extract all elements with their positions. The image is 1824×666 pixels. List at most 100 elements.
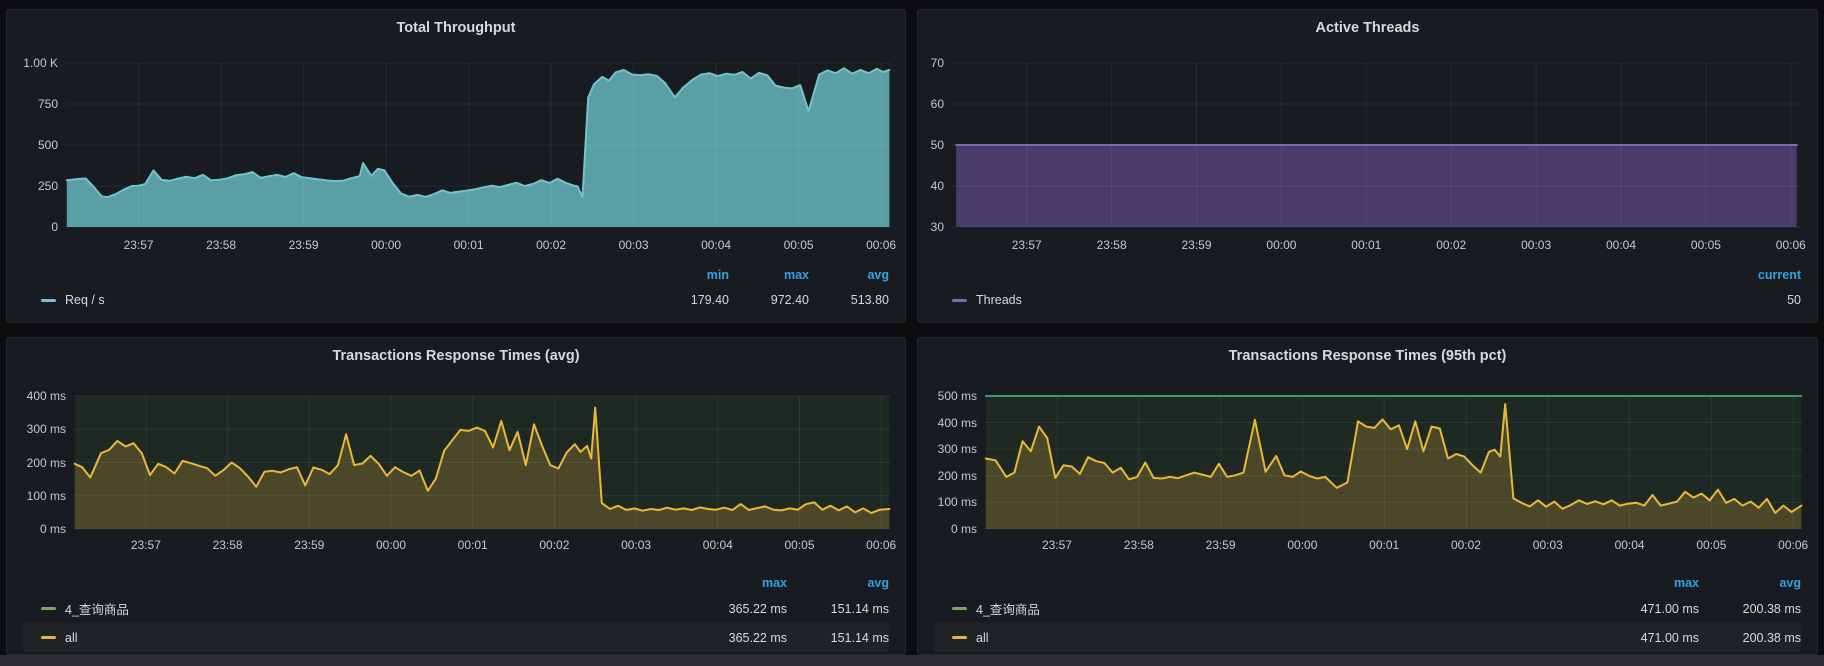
- y-axis-tick-label: 300 ms: [26, 422, 66, 437]
- plot-area[interactable]: [65, 62, 891, 228]
- legend-stat-column-current[interactable]: current: [1757, 268, 1801, 282]
- panel-title[interactable]: Active Threads: [1315, 20, 1420, 36]
- legend-series-label[interactable]: Threads: [976, 293, 1022, 307]
- y-axis-tick-label: 200 ms: [26, 455, 66, 470]
- x-axis-tick-label: 23:59: [294, 538, 325, 552]
- legend-stat-value: 151.14 ms: [830, 601, 889, 616]
- next-row-divider: [0, 655, 1824, 666]
- legend-stat-value: 200.38 ms: [1742, 601, 1801, 616]
- y-axis-tick-label: 70: [930, 56, 944, 70]
- y-axis-tick-label: 250: [37, 179, 58, 193]
- series-color-dash-icon[interactable]: [952, 607, 967, 610]
- series-color-dash-icon[interactable]: [41, 298, 56, 302]
- legend-stat-column-avg[interactable]: avg: [867, 268, 889, 282]
- legend-series-label[interactable]: Req / s: [65, 293, 105, 307]
- x-axis-tick-label: 00:00: [1287, 538, 1318, 552]
- x-axis-tick-label: 00:01: [453, 238, 484, 252]
- legend-series-stats: 471.00 ms 200.38 ms: [1597, 602, 1801, 616]
- series-area-fill: [74, 396, 890, 529]
- legend: max avg 4_查询商品 365.22 ms 151.14 ms all 365.22 …: [7, 572, 905, 652]
- panel-total-throughput: Total Throughput 0 250 500 750 1.00 K 23:57 23…: [6, 9, 906, 323]
- y-axis-tick-label: 500 ms: [937, 389, 977, 403]
- series-line: [65, 67, 891, 199]
- series-color-dash-icon[interactable]: [41, 607, 56, 610]
- legend-series-row: all 365.22 ms 151.14 ms: [23, 623, 889, 652]
- y-axis-tick-label: 100 ms: [26, 488, 66, 503]
- series-color-dash-icon[interactable]: [41, 636, 56, 639]
- x-axis-tick-label: 00:04: [1614, 538, 1645, 552]
- legend-stat-value: 50: [1787, 293, 1801, 307]
- legend-series-label[interactable]: 4_查询商品: [976, 603, 1040, 617]
- legend-series-label[interactable]: all: [976, 630, 989, 645]
- y-axis-tick-label: 0 ms: [39, 522, 66, 536]
- series-line: [73, 406, 891, 514]
- legend-stats-header: max avg: [23, 572, 889, 594]
- x-axis-tick-label: 00:05: [1690, 238, 1721, 252]
- x-axis-tick-label: 00:02: [1450, 538, 1481, 552]
- series-area-fill: [66, 68, 890, 227]
- panel-active-threads: Active Threads 30 40 50 60 70 23:57 23:58 23:59…: [917, 9, 1818, 323]
- x-axis-tick-label: 00:02: [536, 238, 567, 252]
- legend-stat-column-avg[interactable]: avg: [867, 576, 889, 590]
- x-axis-tick-label: 00:06: [1775, 238, 1806, 252]
- legend: max avg 4_查询商品 471.00 ms 200.38 ms all 471.00 …: [918, 572, 1817, 652]
- y-axis-tick-label: 40: [930, 179, 944, 193]
- y-axis-tick-label: 60: [930, 97, 944, 111]
- series-color-dash-icon[interactable]: [952, 298, 967, 302]
- x-axis-tick-label: 00:03: [618, 238, 649, 252]
- y-axis-tick-label: 200 ms: [937, 468, 977, 483]
- y-axis-tick-label: 30: [930, 220, 944, 234]
- panel-title[interactable]: Transactions Response Times (95th pct): [1228, 348, 1507, 364]
- legend-stat-value: 513.80: [850, 293, 889, 307]
- y-axis-tick-label: 300 ms: [937, 442, 977, 457]
- legend-stat-column-max[interactable]: max: [1673, 576, 1699, 590]
- legend-series-label[interactable]: all: [65, 630, 78, 645]
- legend-stat-column-avg[interactable]: avg: [1779, 576, 1801, 590]
- legend-stat-value: 471.00 ms: [1640, 601, 1699, 616]
- plot-area[interactable]: [952, 62, 1801, 228]
- legend-stat-value: 200.38 ms: [1742, 630, 1801, 645]
- x-axis-tick-label: 23:59: [1181, 238, 1212, 252]
- y-axis-tick-label: 0 ms: [950, 522, 977, 536]
- legend-stat-column-min[interactable]: min: [706, 268, 729, 282]
- legend-series-row: 4_查询商品 365.22 ms 151.14 ms: [23, 594, 889, 623]
- x-axis-tick-label: 00:06: [1778, 538, 1809, 552]
- legend-series-row: Threads 50: [934, 286, 1801, 314]
- legend-series-label[interactable]: 4_查询商品: [65, 603, 129, 617]
- x-axis-tick-label: 23:58: [1123, 538, 1154, 552]
- panel-title[interactable]: Transactions Response Times (avg): [332, 348, 580, 364]
- legend-stats-header: current: [934, 264, 1801, 286]
- legend: current Threads 50: [918, 264, 1817, 314]
- legend-series-row: Req / s 179.40 972.40 513.80: [23, 286, 889, 314]
- legend-stat-column-max[interactable]: max: [761, 576, 787, 590]
- y-axis-tick-label: 400 ms: [26, 389, 66, 403]
- x-axis-tick-label: 23:59: [1205, 538, 1236, 552]
- legend-stat-column-max[interactable]: max: [783, 268, 809, 282]
- legend-stat-value: 179.40: [690, 293, 729, 307]
- legend-stat-value: 365.22 ms: [728, 601, 787, 616]
- x-axis-tick-label: 23:59: [288, 238, 319, 252]
- legend-stat-value: 151.14 ms: [830, 630, 889, 645]
- legend-series-stats: 471.00 ms 200.38 ms: [1597, 631, 1801, 645]
- x-axis-tick-label: 00:03: [1532, 538, 1563, 552]
- x-axis-tick-label: 23:58: [206, 238, 237, 252]
- series-area-fill: [956, 145, 1797, 227]
- legend-stats-header: min max avg: [23, 264, 889, 286]
- series-line: [984, 403, 1803, 514]
- series-color-dash-icon[interactable]: [952, 636, 967, 639]
- panel-title[interactable]: Total Throughput: [396, 20, 516, 36]
- legend-series-stats: 365.22 ms 151.14 ms: [685, 631, 889, 645]
- x-axis-tick-label: 23:57: [130, 538, 161, 552]
- x-axis-tick-label: 00:05: [1696, 538, 1727, 552]
- legend-series-row: 4_查询商品 471.00 ms 200.38 ms: [934, 594, 1801, 623]
- y-axis-tick-label: 400 ms: [937, 415, 977, 430]
- legend-stat-value: 471.00 ms: [1640, 630, 1699, 645]
- plot-area[interactable]: [984, 395, 1803, 530]
- legend-stat-value: 365.22 ms: [728, 630, 787, 645]
- x-axis-tick-label: 00:01: [1369, 538, 1400, 552]
- plot-area[interactable]: [73, 395, 891, 530]
- y-axis-tick-label: 1.00 K: [23, 56, 58, 70]
- y-axis-tick-label: 0: [51, 220, 58, 234]
- x-axis-tick-label: 00:06: [866, 238, 897, 252]
- x-axis-tick-label: 00:06: [866, 538, 897, 552]
